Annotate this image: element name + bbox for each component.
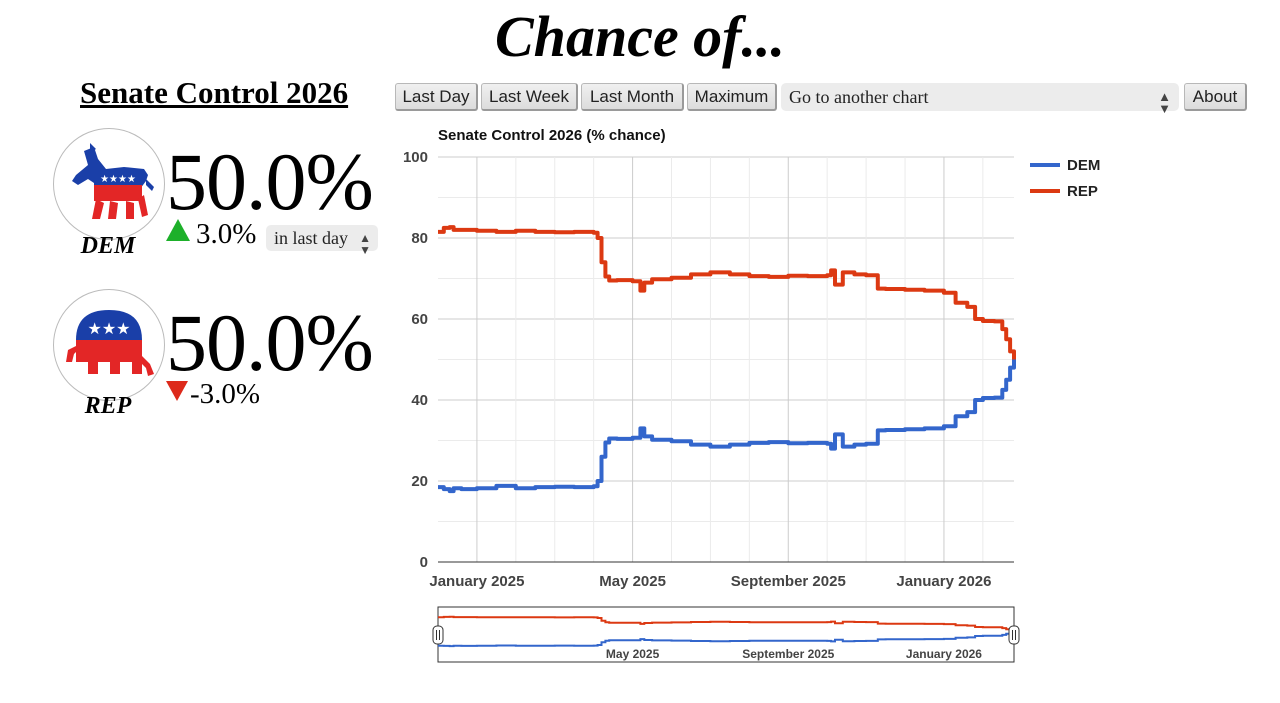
maximum-button[interactable]: Maximum: [687, 83, 777, 111]
y-tick-label: 0: [420, 554, 428, 571]
chart-series: [438, 225, 1016, 494]
last-day-button[interactable]: Last Day: [395, 83, 478, 111]
last-week-button[interactable]: Last Week: [481, 83, 578, 111]
chevron-updown-icon: ▲ ▼: [1158, 89, 1171, 116]
navigator-tick-label: January 2026: [906, 647, 982, 661]
rep-party-name: REP: [84, 393, 132, 419]
svg-text:★★★★: ★★★★: [100, 174, 136, 185]
navigator-left-handle[interactable]: [432, 625, 444, 645]
dem-percent: 50.0%: [166, 136, 374, 227]
x-tick-label: September 2025: [731, 573, 846, 590]
page-title: Senate Control 2026: [80, 75, 349, 110]
legend-label-dem: DEM: [1067, 157, 1100, 174]
x-tick-label: January 2026: [896, 573, 991, 590]
chart-title: Senate Control 2026 (% chance): [438, 127, 666, 144]
x-axis-ticks: January 2025 May 2025 September 2025 Januar…: [429, 573, 991, 590]
democratic-donkey-logo: ★★★★: [53, 128, 165, 240]
y-tick-label: 40: [411, 392, 428, 409]
rep-percent: 50.0%: [166, 297, 374, 388]
last-month-button[interactable]: Last Month: [581, 83, 684, 111]
chart-select-dropdown[interactable]: Go to another chart ▲ ▼: [781, 83, 1179, 116]
x-tick-label: January 2025: [429, 573, 524, 590]
y-axis-ticks: 0 20 40 60 80 100: [403, 149, 428, 571]
navigator-tick-label: May 2025: [606, 647, 660, 661]
y-tick-label: 80: [411, 230, 428, 247]
dem-party-name: DEM: [80, 233, 136, 259]
republican-elephant-logo: ★★★: [53, 289, 165, 401]
x-tick-label: May 2025: [599, 573, 666, 590]
dem-change: 3.0%: [166, 219, 256, 249]
navigator-tick-label: September 2025: [742, 647, 834, 661]
dem-change-value: 3.0%: [196, 218, 257, 250]
about-button[interactable]: About: [1184, 83, 1247, 111]
chart-select-value: Go to another chart: [789, 87, 929, 107]
y-tick-label: 20: [411, 473, 428, 490]
legend-label-rep: REP: [1067, 183, 1098, 200]
rep-change: -3.0%: [166, 379, 260, 409]
period-select-dropdown[interactable]: in last day ▲ ▼: [266, 225, 378, 257]
navigator-right-handle[interactable]: [1008, 625, 1020, 645]
chevron-updown-icon: ▲ ▼: [359, 231, 371, 257]
range-navigator[interactable]: May 2025 September 2025 January 2026: [432, 606, 1020, 663]
arrow-down-icon: [166, 381, 188, 401]
svg-text:★★★: ★★★: [87, 319, 130, 338]
period-select-value: in last day: [274, 228, 348, 248]
navigator-frame: [437, 606, 1015, 663]
series-line-rep: [438, 225, 1016, 360]
series-line-dem: [438, 359, 1016, 494]
rep-change-value: -3.0%: [190, 378, 261, 410]
y-tick-label: 60: [411, 311, 428, 328]
navigator-line-dem: [438, 631, 1015, 648]
chart-gridlines: [438, 156, 1014, 563]
y-tick-label: 100: [403, 149, 428, 166]
arrow-up-icon: [166, 219, 190, 241]
headline: Chance of...: [495, 4, 785, 69]
chart-legend: DEM REP: [1030, 157, 1100, 200]
navigator-line-rep: [438, 615, 1015, 632]
